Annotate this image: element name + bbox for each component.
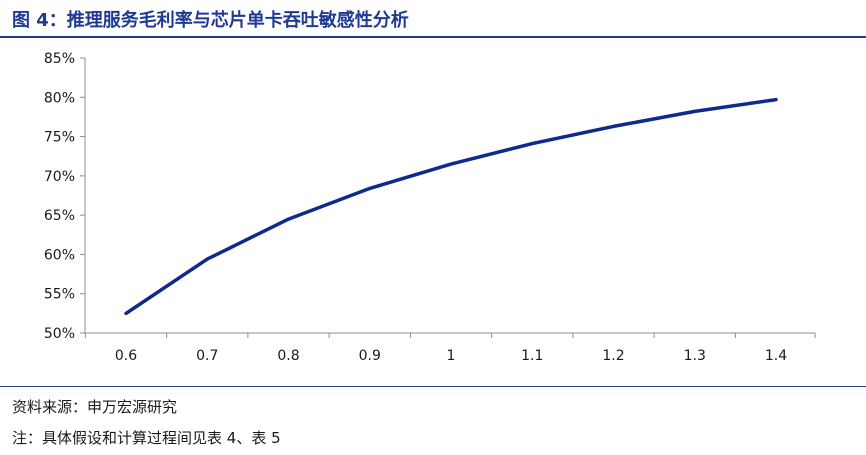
y-tick-label: 55% bbox=[44, 287, 75, 303]
y-tick-label: 75% bbox=[44, 130, 75, 146]
series-line bbox=[124, 97, 778, 316]
line-chart: 50% 55% 60% 65% 70% 75% 80% 85% 0.6 0.7 0.8 0.9 1 1.1… bbox=[44, 51, 816, 364]
x-tick-label: 0.6 bbox=[115, 348, 137, 364]
x-tick-label: 0.9 bbox=[359, 348, 381, 364]
footer-rule bbox=[0, 386, 866, 387]
y-tick-label: 50% bbox=[44, 326, 75, 342]
figure-title: 图 4：推理服务毛利率与芯片单卡吞吐敏感性分析 bbox=[12, 10, 409, 31]
title-rule bbox=[0, 36, 866, 38]
y-tick-label: 85% bbox=[44, 51, 75, 67]
x-tick-label: 1.1 bbox=[521, 348, 543, 364]
assumption-note: 注：具体假设和计算过程间见表 4、表 5 bbox=[12, 429, 281, 447]
y-tick-label: 65% bbox=[44, 208, 75, 224]
y-tick-label: 60% bbox=[44, 247, 75, 263]
y-tick-label: 70% bbox=[44, 169, 75, 185]
x-tick-label: 0.8 bbox=[277, 348, 299, 364]
y-tick-label: 80% bbox=[44, 90, 75, 106]
x-tick-label: 1.4 bbox=[765, 348, 787, 364]
x-tick-label: 1.2 bbox=[602, 348, 624, 364]
source-note: 资料来源：申万宏源研究 bbox=[12, 398, 178, 416]
chart: 50% 55% 60% 65% 70% 75% 80% 85% 0.6 0.7 0.8 0.9 1 1.1… bbox=[0, 40, 866, 384]
x-tick-label: 1.3 bbox=[684, 348, 706, 364]
x-tick-label: 0.7 bbox=[196, 348, 218, 364]
x-tick-label: 1 bbox=[447, 348, 456, 364]
